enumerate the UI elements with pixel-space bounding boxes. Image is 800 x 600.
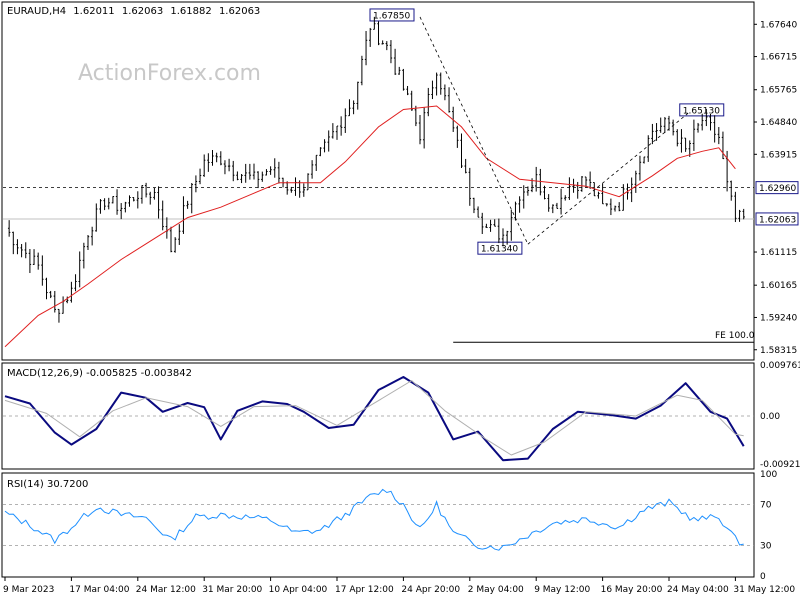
moving-average-line <box>4 105 736 348</box>
x-tick-label: 31 Mar 20:00 <box>202 585 262 595</box>
annotation-high: 1.67850 <box>369 8 415 21</box>
x-tick-label: 2 May 04:00 <box>468 585 524 595</box>
x-tick-label: 31 May 12:00 <box>733 585 795 595</box>
y-tick-label: 1.59240 <box>760 313 797 323</box>
x-tick-label: 24 Apr 20:00 <box>401 585 460 595</box>
annotation-text: 1.67850 <box>373 11 410 21</box>
y-tick-label: 1.66715 <box>760 53 797 63</box>
x-tick-label: 10 Apr 04:00 <box>269 585 328 595</box>
main-header: EURAUD,H4 1.62011 1.62063 1.61882 1.6206… <box>7 6 260 17</box>
x-tick-label: 9 Mar 2023 <box>3 585 54 595</box>
plot-marks <box>3 16 757 581</box>
y-tick-label: 1.64840 <box>760 118 797 128</box>
x-tick-label: 24 May 04:00 <box>667 585 729 595</box>
x-tick-label: 17 Mar 04:00 <box>69 585 129 595</box>
y-tick-label: 1.65765 <box>760 86 797 96</box>
ohlc-low: 1.61882 <box>170 6 211 17</box>
rsi-title: RSI(14) 30.7200 <box>7 479 88 490</box>
fibonacci-line <box>527 111 691 245</box>
y-tick-label: 1.67640 <box>760 20 797 30</box>
macd-line <box>4 376 745 462</box>
x-tick-label: 17 Apr 12:00 <box>335 585 394 595</box>
symbol-label: EURAUD,H4 <box>7 6 66 17</box>
ohlc-high: 1.62063 <box>122 6 163 17</box>
x-tick-label: 24 Mar 12:00 <box>136 585 196 595</box>
macd-title: MACD(12,26,9) -0.005825 -0.003842 <box>7 368 192 379</box>
price-label-text: 1.62063 <box>759 215 796 225</box>
rsi-line <box>4 488 744 551</box>
x-tick-label: 9 May 12:00 <box>534 585 590 595</box>
annotation-low: 1.61340 <box>477 241 523 255</box>
ohlc-open: 1.62011 <box>73 6 114 17</box>
y-tick-label: 1.61115 <box>760 248 797 258</box>
annotation-text: 1.61340 <box>481 245 518 255</box>
ohlc-close: 1.62063 <box>219 6 260 17</box>
rsi-y-axis: 100 70 30 0 <box>760 470 777 582</box>
signal-line <box>4 380 744 456</box>
x-tick-label: 16 May 20:00 <box>601 585 663 595</box>
y-tick-label: 30 <box>760 541 772 551</box>
watermark: ActionForex.com <box>78 61 261 86</box>
main-y-axis: 1.67640 1.66715 1.65765 1.64840 1.63915 … <box>760 20 797 355</box>
y-tick-label: -0.009216 <box>760 460 800 470</box>
y-tick-label: 0 <box>760 572 766 582</box>
price-label-current: 1.62063 <box>755 212 799 226</box>
y-tick-label: 1.63915 <box>760 150 797 160</box>
annotation-text: 1.65130 <box>683 106 720 116</box>
y-tick-label: 0.00 <box>760 412 780 422</box>
y-tick-label: 1.58315 <box>760 346 797 356</box>
price-label-text: 1.62960 <box>759 184 796 194</box>
y-tick-label: 1.60165 <box>760 281 797 291</box>
macd-panel-frame <box>1 362 755 470</box>
y-tick-label: 0.009761 <box>760 361 800 371</box>
price-label-level: 1.62960 <box>755 181 799 195</box>
rsi-panel-frame <box>1 472 755 578</box>
fe-label: FE 100.0 <box>715 331 755 341</box>
x-axis: 9 Mar 2023 17 Mar 04:00 24 Mar 12:00 31 … <box>3 585 795 595</box>
y-tick-label: 70 <box>760 501 772 511</box>
macd-y-axis: 0.009761 0.00 -0.009216 <box>760 361 800 470</box>
y-tick-label: 100 <box>760 470 777 480</box>
main-panel-frame <box>1 1 755 361</box>
